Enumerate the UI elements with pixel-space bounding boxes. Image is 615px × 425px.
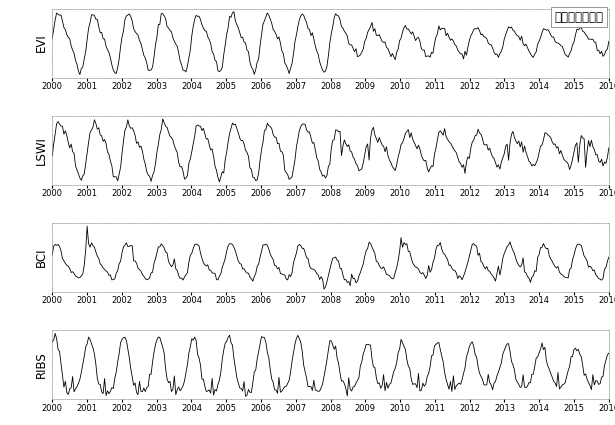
Y-axis label: LSWI: LSWI: [35, 136, 48, 165]
Y-axis label: BCI: BCI: [35, 248, 48, 267]
Text: 耕地流失：荒化: 耕地流失：荒化: [554, 11, 603, 23]
Y-axis label: RIBS: RIBS: [35, 351, 48, 378]
Y-axis label: EVI: EVI: [35, 34, 48, 52]
